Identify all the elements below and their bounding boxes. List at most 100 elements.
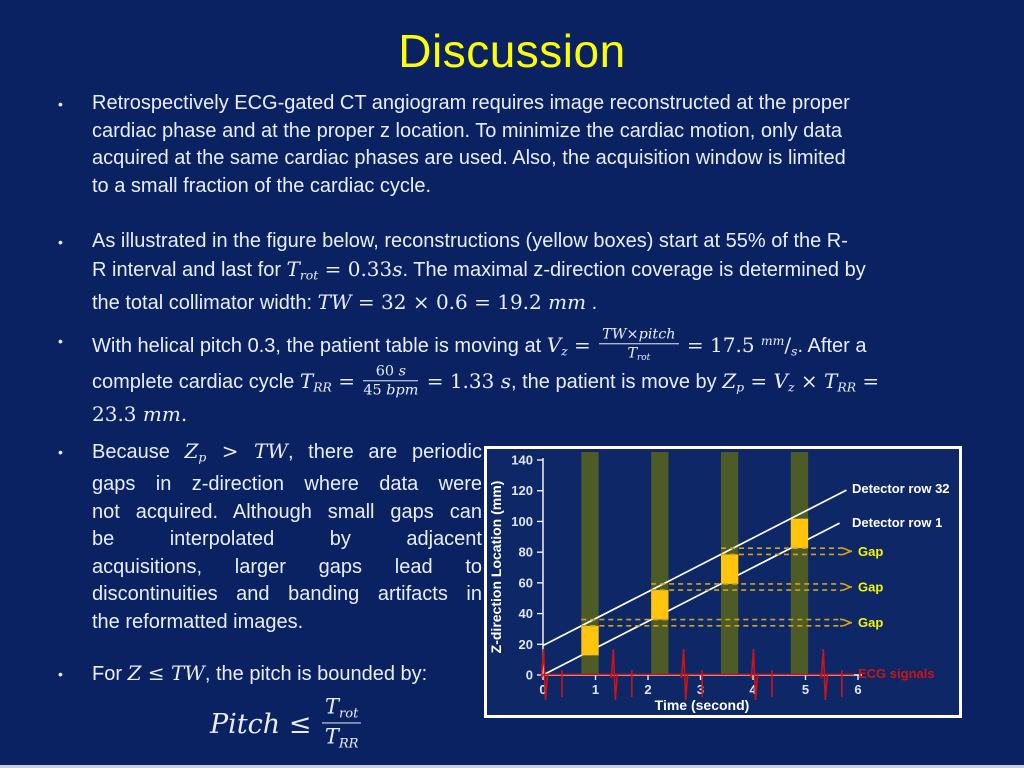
- text-line: to a small fraction of the cardiac cycle…: [92, 173, 974, 201]
- text-segment: ≤: [280, 708, 320, 740]
- recon-box: [651, 590, 669, 620]
- text-segment: R interval and last for: [92, 258, 287, 281]
- text-segment: ≤: [141, 661, 171, 685]
- bullet-text: For Z ≤ TW, the pitch is bounded by: Pitc…: [92, 660, 482, 755]
- text-line: For Z ≤ TW, the pitch is bounded by:: [92, 660, 482, 689]
- chart-frame: [484, 446, 962, 718]
- bullet-item: • For Z ≤ TW, the pitch is bounded by: Pit…: [54, 660, 482, 755]
- text-line: Pitch ≤ Trot TRR: [210, 694, 482, 755]
- text-segment: rot: [299, 267, 319, 283]
- x-tick-label: 0: [539, 682, 546, 697]
- text-line: be interpolated by adjacent: [92, 526, 482, 554]
- text-segment: V: [773, 368, 788, 393]
- text-segment: .: [586, 291, 598, 314]
- text-segment: TW: [170, 661, 205, 685]
- x-tick-label: 1: [592, 682, 599, 697]
- text-line: gaps in z-direction where data were: [92, 471, 482, 499]
- bullet-text: As illustrated in the figure below, reco…: [92, 228, 974, 317]
- text-line: acquisitions, larger gaps lead to: [92, 554, 482, 582]
- text-segment: acquired at the same cardiac phases are …: [92, 147, 846, 169]
- text-segment: be interpolated by adjacent: [92, 528, 482, 551]
- text-segment: s: [392, 256, 403, 281]
- text-segment: = 1.33: [420, 368, 501, 393]
- text-segment: = 32 × 0.6 = 19.2: [351, 289, 549, 314]
- bullet-marker: •: [58, 444, 63, 460]
- text-segment: =: [331, 368, 362, 393]
- text-segment: As illustrated in the figure below, reco…: [92, 230, 848, 252]
- text-segment: =: [744, 368, 774, 393]
- x-axis-title: Time (second): [655, 697, 750, 713]
- text-segment: mm: [548, 289, 587, 314]
- y-tick-label: 60: [519, 575, 533, 590]
- y-tick-label: 80: [519, 545, 533, 560]
- text-segment: Because: [92, 441, 185, 463]
- text-segment: T: [324, 723, 339, 749]
- x-tick-label: 2: [644, 682, 651, 697]
- text-line: the total collimator width: TW = 32 × 0.…: [92, 289, 974, 318]
- text-segment: p: [736, 379, 745, 395]
- text-segment: . The maximal z-direction coverage is de…: [402, 258, 866, 281]
- y-tick-label: 40: [519, 606, 533, 621]
- text-segment: RR: [837, 379, 857, 395]
- text-segment: s: [791, 343, 798, 359]
- text-segment: rot: [637, 353, 651, 364]
- text-segment: For: [92, 663, 128, 685]
- text-segment: gaps in z-direction where data were: [92, 473, 482, 496]
- text-segment: T: [286, 256, 300, 281]
- text-segment: V: [546, 332, 562, 357]
- text-segment: RR: [338, 736, 359, 752]
- math-fraction: 60 s 45 bpm: [363, 363, 419, 399]
- text-line: With helical pitch 0.3, the patient tabl…: [92, 326, 974, 365]
- coverage-figure: Gap Gap Gap 0 1 2 3 4 5 6 0 20 40 60 80 100 120 140 Time (…: [484, 446, 962, 718]
- y-axis-title: Z-direction Location (mm): [488, 481, 504, 654]
- text-segment: 45: [363, 382, 387, 399]
- text-segment: bpm: [386, 382, 419, 399]
- text-segment: pitch: [638, 326, 676, 343]
- gap-brace: [839, 547, 853, 556]
- y-tick-label: 120: [511, 483, 533, 498]
- text-segment: T: [299, 368, 314, 393]
- bullet-item: • As illustrated in the figure below, rec…: [54, 228, 974, 317]
- acquisition-band: [651, 452, 669, 675]
- text-line: not acquired. Although small gaps can: [92, 499, 482, 527]
- text-segment: the total collimator width:: [92, 291, 318, 314]
- bullet-marker: •: [58, 666, 63, 682]
- text-segment: =: [567, 332, 598, 357]
- text-segment: complete cardiac cycle: [92, 370, 300, 393]
- text-line: the reformatted images.: [92, 609, 482, 637]
- text-line: Retrospectively ECG-gated CT angiogram r…: [92, 90, 974, 118]
- bullet-text: Because Zp > TW, there are periodic gaps …: [92, 438, 482, 636]
- text-line: Because Zp > TW, there are periodic: [92, 438, 482, 471]
- text-segment: 23.3: [92, 402, 143, 427]
- y-tick-label: 140: [511, 453, 533, 468]
- text-segment: discontinuities and banding artifacts in: [92, 583, 482, 606]
- math-fraction: Trot TRR: [321, 694, 362, 752]
- text-segment: z: [561, 343, 568, 359]
- bullet-text: Retrospectively ECG-gated CT angiogram r…: [92, 90, 974, 200]
- text-segment: Z: [184, 439, 199, 463]
- math-fraction: TW×pitch Trot: [599, 326, 679, 364]
- text-segment: /: [784, 332, 792, 357]
- text-segment: Z: [722, 368, 737, 393]
- text-segment: TW: [254, 439, 288, 463]
- text-segment: rot: [339, 705, 359, 721]
- text-segment: .: [180, 402, 188, 427]
- gap-label: Gap: [858, 544, 883, 559]
- text-segment: , the patient is move by: [510, 370, 723, 393]
- text-segment: , there are periodic: [287, 441, 482, 463]
- text-segment: TW: [317, 289, 352, 314]
- acquisition-band: [790, 452, 809, 675]
- text-segment: z: [788, 379, 795, 395]
- text-segment: 60: [375, 363, 399, 380]
- bullet-item: • Because Zp > TW, there are periodic gaps…: [54, 438, 482, 636]
- y-tick-label: 100: [511, 514, 533, 529]
- recon-box: [581, 625, 599, 656]
- text-line: discontinuities and banding artifacts in: [92, 581, 482, 609]
- text-segment: RR: [313, 379, 332, 395]
- x-tick-label: 4: [749, 682, 757, 697]
- text-segment: ×: [626, 326, 639, 343]
- x-tick-label: 6: [854, 682, 861, 697]
- bullet-marker: •: [58, 96, 63, 112]
